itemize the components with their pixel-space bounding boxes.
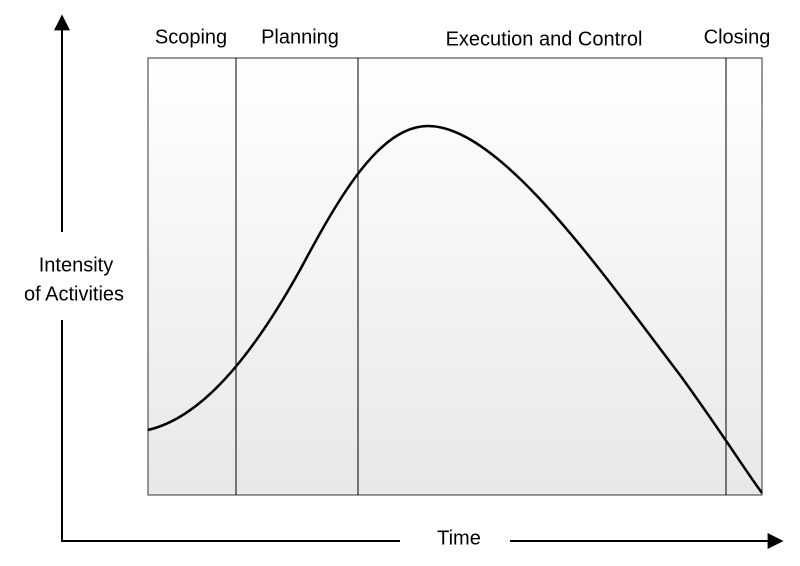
- phase-label: Execution and Control: [446, 28, 643, 50]
- y-axis-label: of Activities: [24, 283, 124, 305]
- phase-label: Scoping: [155, 26, 227, 48]
- phase-label: Closing: [704, 26, 771, 48]
- y-axis-label: Intensity: [39, 254, 113, 276]
- x-axis-label: Time: [437, 527, 481, 549]
- intensity-curve: [147, 124, 764, 494]
- phase-box: [147, 57, 763, 496]
- phase-label: Planning: [261, 26, 339, 48]
